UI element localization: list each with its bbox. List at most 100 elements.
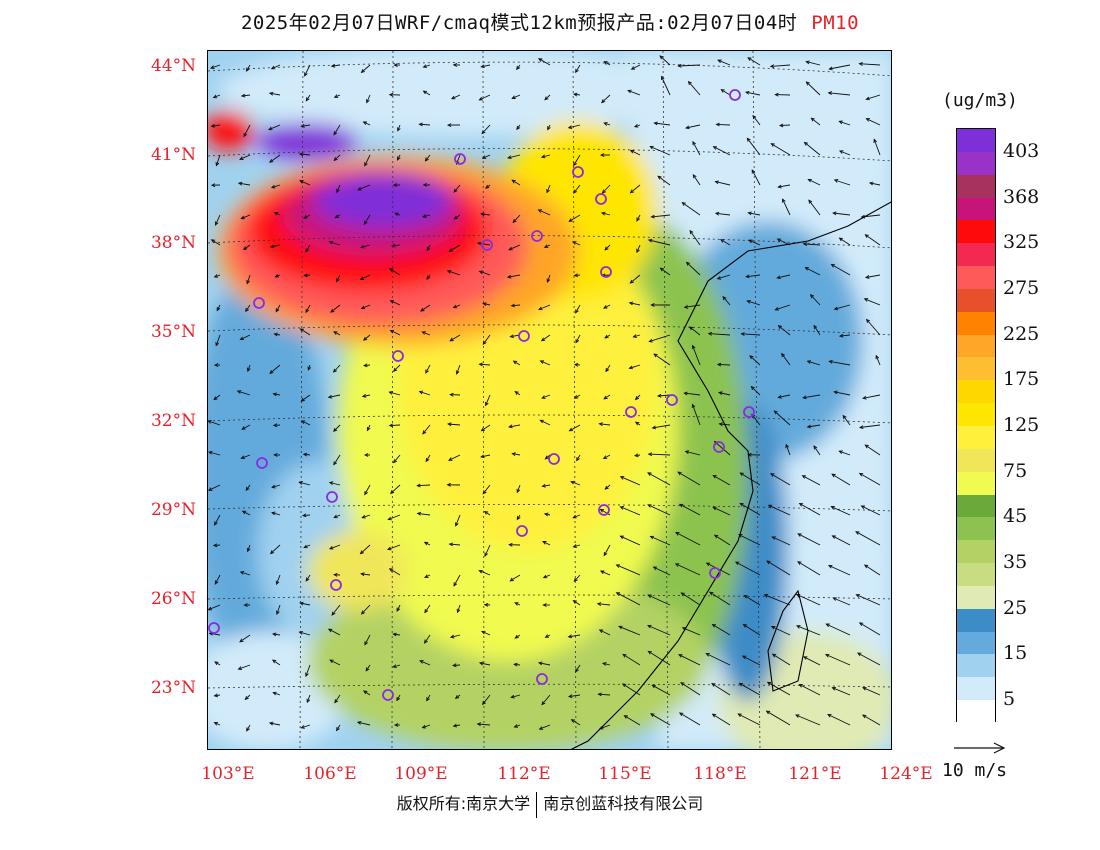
wind-vector [781, 353, 791, 366]
wind-vector-head [299, 328, 304, 333]
wind-vector [635, 394, 641, 400]
wind-vector-head [596, 602, 602, 606]
city-marker [253, 297, 265, 309]
wind-vector [419, 123, 431, 126]
wind-vector [393, 364, 401, 372]
wind-vector-head [828, 66, 833, 71]
wind-vector-head [507, 155, 512, 160]
wind-vector-head [269, 370, 274, 375]
colorbar-label: 225 [1003, 322, 1040, 345]
wind-vector-head [514, 634, 519, 639]
wind-vector [417, 512, 431, 516]
wind-vector [396, 694, 401, 701]
wind-vector [802, 475, 821, 486]
wind-vector [300, 328, 311, 336]
wind-vector [575, 304, 581, 314]
wind-vector-head [806, 424, 812, 429]
city-marker [454, 153, 466, 165]
wind-vector [510, 574, 521, 582]
wind-vector-head [636, 248, 640, 254]
wind-vector [387, 544, 401, 550]
wind-vector [713, 146, 731, 156]
wind-vector [803, 656, 821, 666]
wind-vector [215, 334, 221, 346]
wind-vector-head [510, 694, 515, 699]
wind-vector-head [449, 337, 454, 342]
wind-vector-head [636, 217, 640, 222]
wind-vector [862, 714, 881, 726]
colorbar-label: 5 [1003, 688, 1016, 711]
wind-vector-head [838, 237, 843, 242]
wind-vector [675, 532, 701, 546]
wind-vector [423, 90, 431, 96]
wind-vector [360, 244, 371, 248]
city-marker [600, 266, 612, 278]
wind-vector-head [327, 628, 333, 633]
wind-vector [737, 713, 761, 726]
wind-vector-head [648, 338, 653, 343]
wind-vector-head [632, 334, 637, 338]
wind-vector [516, 484, 521, 493]
wind-vector-head [393, 63, 398, 68]
wind-vector-head [392, 183, 398, 188]
wind-vector [576, 454, 581, 461]
colorbar-swatch [957, 608, 995, 633]
wind-vector [360, 274, 371, 280]
wind-vector [875, 355, 881, 366]
wind-vector-head [842, 414, 847, 420]
wind-vector-head [657, 175, 662, 180]
wind-vector [455, 514, 461, 526]
wind-vector [213, 544, 221, 546]
wind-vector-head [426, 275, 431, 280]
city-marker [208, 622, 220, 634]
wind-vector [739, 503, 761, 516]
wind-vector [272, 659, 281, 666]
wind-vector-head [305, 308, 310, 314]
wind-vector [538, 662, 551, 666]
wind-vector-head [333, 427, 338, 433]
wind-vector-head [688, 326, 694, 331]
wind-vector-head [333, 572, 338, 577]
wind-vector-head [210, 123, 216, 128]
wind-vector-head [268, 721, 274, 726]
wind-vector [390, 329, 401, 336]
wind-vector-head [420, 307, 425, 312]
wind-vector-head [685, 261, 691, 266]
wind-vector [477, 723, 491, 726]
wind-vector-head [478, 362, 483, 367]
wind-vector-head [452, 304, 458, 309]
wind-vector-head [303, 215, 308, 219]
wind-vector-head [388, 568, 394, 572]
colorbar-label: 25 [1003, 596, 1028, 619]
wind-vector [572, 241, 581, 246]
wind-vector-head [334, 214, 339, 219]
wind-vector [746, 138, 761, 156]
wind-vector-head [240, 215, 245, 220]
wind-vector-head [245, 307, 250, 313]
wind-vector-head [208, 450, 213, 455]
wind-vector [484, 544, 491, 557]
wind-vector [706, 653, 731, 666]
wind-vector-head [737, 713, 742, 718]
wind-vector-head [827, 713, 832, 718]
wind-vector-head [740, 332, 745, 336]
wind-vector [541, 394, 551, 399]
wind-vector [629, 364, 641, 369]
wind-vector-head [306, 698, 311, 704]
wind-vector-head [797, 533, 802, 537]
wind-vector [866, 94, 881, 100]
wind-vector [748, 212, 761, 216]
wind-reference-arrow [954, 742, 1006, 754]
wind-vector-head [576, 456, 580, 462]
wind-vector-head [478, 569, 483, 574]
wind-vector [715, 181, 731, 186]
wind-vector-head [568, 218, 573, 222]
wind-vector [629, 302, 641, 306]
wind-vector-head [387, 516, 392, 521]
wind-vector [363, 334, 371, 341]
wind-vector [778, 394, 791, 398]
wind-vector [799, 684, 821, 696]
wind-vector-head [483, 602, 489, 607]
wind-vector [807, 424, 821, 428]
wind-vector-head [421, 331, 426, 335]
